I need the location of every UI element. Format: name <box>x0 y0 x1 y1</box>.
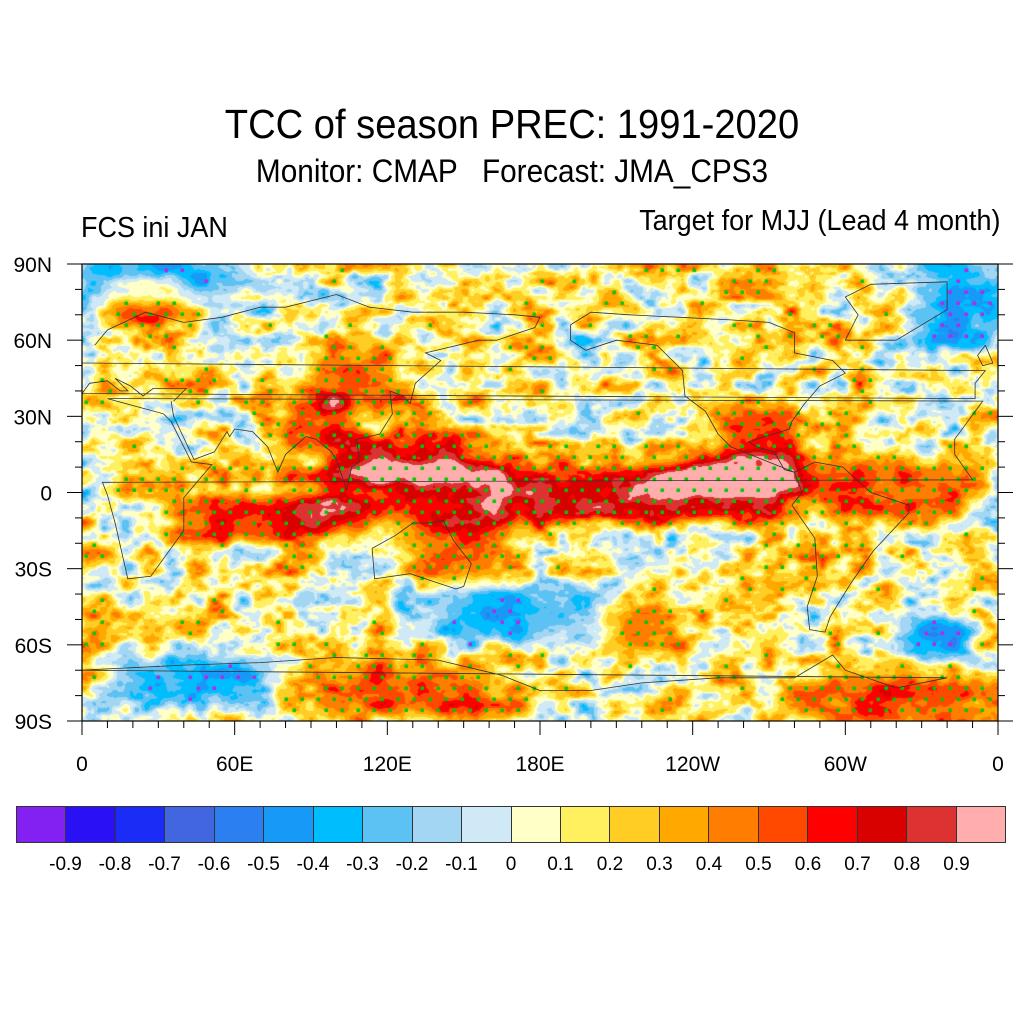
x-tick-label: 120E <box>363 753 412 776</box>
y-tick-label: 90N <box>13 254 52 277</box>
colorbar-tick-label: 0.9 <box>943 854 970 875</box>
colorbar-swatch <box>412 807 463 842</box>
colorbar-swatch <box>956 807 1006 842</box>
colorbar-tick-label: 0.1 <box>547 854 574 875</box>
x-tick-label: 0 <box>992 753 1004 776</box>
colorbar-swatch <box>560 807 611 842</box>
x-tick-label: 180E <box>515 753 564 776</box>
colorbar-swatch <box>462 807 512 842</box>
colorbar-tick-label: -0.9 <box>49 854 82 875</box>
colorbar-tick-label: 0.8 <box>893 854 921 875</box>
y-tick-label: 30N <box>13 406 52 429</box>
x-tick-label: 120W <box>665 753 720 776</box>
colorbar-tick-label: -0.2 <box>395 854 429 875</box>
colorbar-tick-label: -0.7 <box>148 854 181 875</box>
y-tick-label: 30S <box>15 559 52 582</box>
colorbar-swatch <box>165 807 215 842</box>
colorbar-tick-label: 0.6 <box>794 854 822 875</box>
colorbar-tick-label: -0.5 <box>247 854 280 875</box>
colorbar-tick-label: 0.4 <box>695 854 723 875</box>
colorbar-swatch <box>313 807 364 842</box>
left-string: FCS ini JAN <box>81 212 228 244</box>
colorbar-swatch <box>363 807 413 842</box>
right-string: Target for MJJ (Lead 4 month) <box>638 205 1000 237</box>
colorbar-swatch <box>709 807 759 842</box>
colorbar-swatch <box>264 807 314 842</box>
y-tick-label: 60S <box>15 635 52 658</box>
colorbar-swatch <box>511 807 561 842</box>
colorbar-swatch <box>214 807 265 842</box>
colorbar-tick-label: 0 <box>505 854 517 875</box>
colorbar-swatch <box>17 807 67 842</box>
x-axis-ticks: 0 60E 120E 180E 120W 60W 0 <box>76 721 1004 776</box>
colorbar-swatch <box>66 807 116 842</box>
colorbar-swatch <box>758 807 809 842</box>
colorbar-swatch <box>659 807 710 842</box>
colorbar-swatch <box>115 807 166 842</box>
colorbar-tick-label: 0.2 <box>596 854 624 875</box>
colorbar-swatch <box>907 807 957 842</box>
y-tick-label: 0 <box>40 483 52 506</box>
colorbar-tick-label: -0.1 <box>445 854 478 875</box>
y-tick-label: 60N <box>13 330 52 353</box>
chart-title: TCC of season PREC: 1991-2020 <box>224 101 800 147</box>
chart-subtitle: Monitor: CMAP Forecast: JMA_CPS3 <box>255 153 769 189</box>
colorbar-tick-label: -0.8 <box>98 854 132 875</box>
colorbar-tick-label: 0.5 <box>745 854 772 875</box>
colorbar-swatch <box>808 807 858 842</box>
x-tick-label: 60W <box>824 753 867 776</box>
colorbar-tick-label: 0.3 <box>646 854 673 875</box>
colorbar-tick-label: -0.4 <box>296 854 330 875</box>
colorbar-swatch <box>610 807 660 842</box>
colorbar-tick-label: -0.6 <box>197 854 231 875</box>
colorbar-swatch <box>857 807 908 842</box>
y-tick-label: 90S <box>15 711 52 734</box>
x-tick-label: 0 <box>76 753 88 776</box>
colorbar-tick-label: 0.7 <box>844 854 871 875</box>
colorbar <box>16 806 1006 843</box>
x-tick-label: 60E <box>216 753 253 776</box>
tcc-field <box>82 264 998 721</box>
map-plot-area <box>82 264 998 721</box>
colorbar-tick-label: -0.3 <box>346 854 379 875</box>
